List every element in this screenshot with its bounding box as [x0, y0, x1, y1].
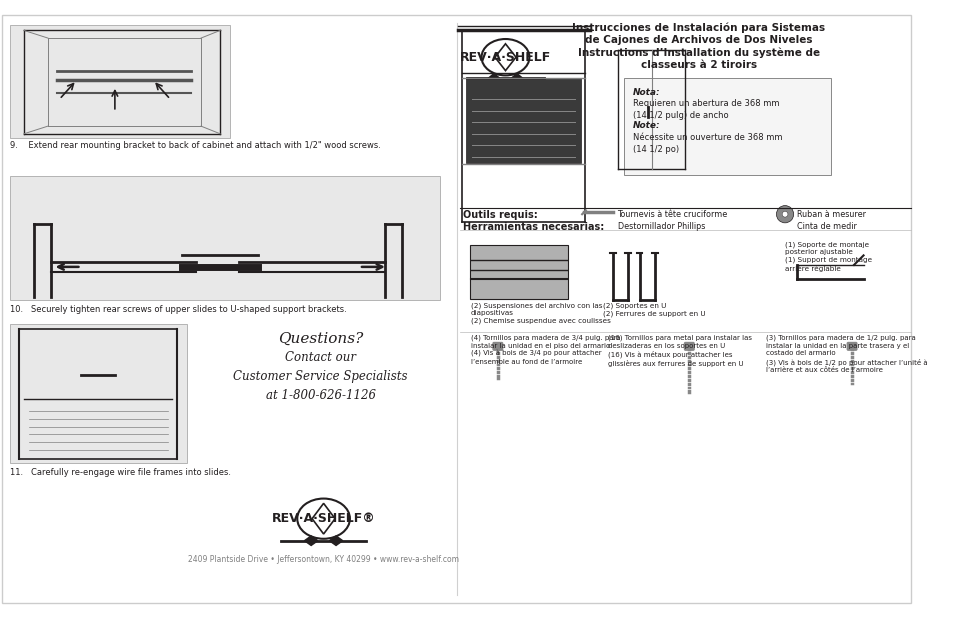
Text: 9.    Extend rear mounting bracket to back of cabinet and attach with 1/2" wood : 9. Extend rear mounting bracket to back … [10, 142, 380, 150]
Polygon shape [329, 536, 342, 546]
Polygon shape [304, 536, 317, 546]
Circle shape [781, 211, 787, 217]
Circle shape [776, 206, 793, 223]
Text: classeurs à 2 tiroirs: classeurs à 2 tiroirs [640, 60, 756, 70]
Text: Contact our
Customer Service Specialists
at 1-800-626-1126: Contact our Customer Service Specialists… [233, 351, 408, 402]
FancyBboxPatch shape [623, 78, 830, 175]
Text: de Cajones de Archivos de Dos Niveles: de Cajones de Archivos de Dos Niveles [584, 35, 812, 45]
Text: Ruban à mesurer
Cinta de medir: Ruban à mesurer Cinta de medir [797, 210, 865, 231]
Text: Questions?: Questions? [278, 332, 363, 346]
Text: Tournevis à tête cruciforme
Destornillador Phillips: Tournevis à tête cruciforme Destornillad… [617, 210, 727, 231]
Text: Nécessite un ouverture de 368 mm
(14 1/2 po): Nécessite un ouverture de 368 mm (14 1/2… [632, 133, 781, 154]
FancyBboxPatch shape [10, 324, 187, 463]
FancyBboxPatch shape [466, 78, 580, 163]
Text: (16) Tornillos para metal para instalar las
deslizaderas en los soportes en U
(1: (16) Tornillos para metal para instalar … [607, 335, 751, 367]
Text: Instructions d’Installation du système de: Instructions d’Installation du système d… [578, 48, 819, 58]
Text: 2409 Plantside Drive • Jeffersontown, KY 40299 • www.rev-a-shelf.com: 2409 Plantside Drive • Jeffersontown, KY… [188, 555, 458, 564]
Text: Note:: Note: [632, 121, 659, 130]
Text: (2) Suspensiones del archivo con las
diapositivas
(2) Chemise suspendue avec cou: (2) Suspensiones del archivo con las dia… [471, 302, 610, 324]
FancyBboxPatch shape [470, 245, 567, 300]
FancyBboxPatch shape [10, 176, 440, 300]
Polygon shape [488, 74, 499, 83]
FancyBboxPatch shape [493, 342, 502, 350]
Text: Requieren un abertura de 368 mm
(14 1/2 pulg) de ancho: Requieren un abertura de 368 mm (14 1/2 … [632, 99, 779, 120]
Polygon shape [511, 74, 522, 83]
Text: Herramientas necesarias:: Herramientas necesarias: [463, 222, 604, 232]
Text: (2) Soportes en U
(2) Ferrures de support en U: (2) Soportes en U (2) Ferrures de suppor… [602, 302, 705, 317]
FancyBboxPatch shape [684, 342, 694, 350]
Text: (3) Tornillos para madera de 1/2 pulg. para
instalar la unidad en la parte trase: (3) Tornillos para madera de 1/2 pulg. p… [765, 335, 926, 373]
Text: REV·A·SHELF: REV·A·SHELF [459, 51, 551, 64]
Text: Instrucciones de Instalación para Sistemas: Instrucciones de Instalación para Sistem… [572, 23, 824, 33]
Text: Nota:: Nota: [632, 88, 659, 97]
Text: (4) Tornillos para madera de 3/4 pulg. para
instalar la unidad en el piso del ar: (4) Tornillos para madera de 3/4 pulg. p… [471, 335, 620, 365]
Text: REV·A·SHELF®: REV·A·SHELF® [272, 512, 375, 525]
FancyBboxPatch shape [846, 342, 856, 350]
Text: (1) Soporte de montaje
posterior ajustable
(1) Support de montage
arrière réglab: (1) Soporte de montaje posterior ajustab… [784, 241, 871, 272]
Text: Outils requis:: Outils requis: [463, 210, 537, 221]
Text: 10.   Securely tighten rear screws of upper slides to U-shaped support brackets.: 10. Securely tighten rear screws of uppe… [10, 305, 346, 314]
FancyBboxPatch shape [10, 25, 230, 138]
Text: 11.   Carefully re-engage wire file frames into slides.: 11. Carefully re-engage wire file frames… [10, 468, 231, 477]
